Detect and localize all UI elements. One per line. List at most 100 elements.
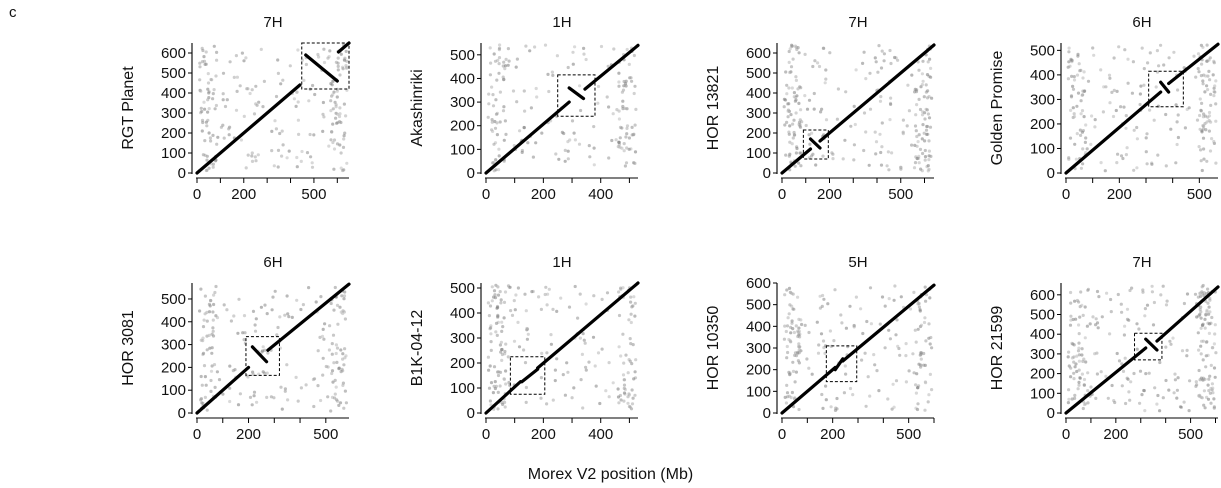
scatter-point xyxy=(316,349,320,353)
scatter-point xyxy=(782,105,786,109)
scatter-point xyxy=(1076,91,1081,95)
scatter-point xyxy=(489,332,493,336)
scatter-point xyxy=(329,82,333,86)
scatter-point xyxy=(318,335,322,339)
scatter-point xyxy=(321,100,325,105)
scatter-point xyxy=(879,95,883,99)
scatter-point xyxy=(894,333,898,337)
synteny-segment xyxy=(780,147,813,175)
scatter-point xyxy=(1071,106,1075,110)
scatter-point xyxy=(203,395,207,399)
scatter-point xyxy=(1201,322,1205,326)
scatter-point xyxy=(1145,162,1149,166)
scatter-point xyxy=(334,116,338,120)
x-tick-label: 0 xyxy=(193,186,201,203)
scatter-point xyxy=(1076,349,1081,353)
scatter-point xyxy=(1201,127,1205,131)
scatter-point xyxy=(824,384,828,388)
scatter-point xyxy=(912,166,917,170)
scatter-point xyxy=(1066,77,1070,81)
scatter-point xyxy=(799,86,803,90)
scatter-point xyxy=(844,326,849,330)
scatter-point xyxy=(551,398,555,402)
scatter-point xyxy=(488,364,492,368)
scatter-point xyxy=(1080,372,1084,376)
scatter-point xyxy=(622,84,626,88)
scatter-point xyxy=(503,349,507,354)
scatter-point xyxy=(797,361,802,365)
scatter-point xyxy=(918,309,922,313)
scatter-point xyxy=(924,128,929,132)
scatter-point xyxy=(889,102,893,106)
scatter-point xyxy=(335,89,339,93)
scatter-point xyxy=(607,361,611,365)
scatter-point xyxy=(287,149,291,153)
y-tick-label: 200 xyxy=(746,362,771,379)
scatter-point xyxy=(1124,153,1128,157)
scatter-point xyxy=(489,348,493,352)
scatter-point xyxy=(1194,380,1198,384)
scatter-point xyxy=(913,328,917,332)
scatter-point xyxy=(333,285,337,290)
scatter-point xyxy=(494,158,498,162)
scatter-point xyxy=(286,398,290,402)
scatter-point xyxy=(1205,43,1209,47)
scatter-point xyxy=(1207,377,1211,381)
scatter-point xyxy=(815,320,819,324)
scatter-point xyxy=(504,342,508,346)
scatter-point xyxy=(333,378,337,382)
scatter-point xyxy=(796,295,800,299)
scatter-point xyxy=(1071,84,1075,88)
scatter-point xyxy=(1158,360,1162,365)
scatter-point xyxy=(330,130,334,134)
scatter-point xyxy=(1140,46,1144,50)
scatter-point xyxy=(874,152,878,156)
scatter-point xyxy=(332,361,336,365)
scatter-point xyxy=(316,384,320,388)
scatter-point xyxy=(294,104,298,108)
scatter-point xyxy=(488,304,493,308)
scatter-point xyxy=(1199,74,1203,78)
scatter-point xyxy=(522,348,526,352)
scatter-point xyxy=(885,164,889,168)
scatter-point xyxy=(252,112,257,116)
scatter-point xyxy=(630,305,634,309)
scatter-point xyxy=(212,88,216,92)
scatter-point xyxy=(526,332,530,336)
scatter-point xyxy=(1082,377,1087,382)
scatter-point xyxy=(1212,342,1216,346)
scatter-point xyxy=(198,65,202,69)
scatter-point xyxy=(260,349,265,353)
scatter-point xyxy=(889,96,893,100)
y-axis-label: HOR 3081 xyxy=(120,310,137,386)
scatter-point xyxy=(344,64,348,68)
scatter-point xyxy=(276,325,280,330)
synteny-segment xyxy=(1159,80,1171,94)
y-tick-label: 300 xyxy=(161,337,186,354)
scatter-point xyxy=(537,295,541,299)
scatter-point xyxy=(337,114,342,119)
scatter-point xyxy=(910,73,914,77)
scatter-point xyxy=(785,92,789,96)
scatter-point xyxy=(783,123,787,127)
scatter-point xyxy=(1078,376,1082,380)
scatter-point xyxy=(207,91,211,95)
scatter-point xyxy=(874,140,879,144)
scatter-point xyxy=(1178,405,1183,409)
scatter-point xyxy=(1173,372,1177,376)
scatter-point xyxy=(279,82,283,86)
y-tick-label: 100 xyxy=(450,380,475,397)
scatter-point xyxy=(1185,348,1189,352)
scatter-point xyxy=(339,370,343,374)
scatter-point xyxy=(557,157,561,161)
scatter-point xyxy=(336,56,340,60)
scatter-point xyxy=(788,47,792,51)
scatter-point xyxy=(202,55,206,59)
scatter-point xyxy=(339,52,343,56)
scatter-point xyxy=(342,102,346,106)
scatter-point xyxy=(928,57,932,61)
scatter-point xyxy=(795,47,799,52)
scatter-point xyxy=(516,286,521,290)
scatter-point xyxy=(1214,79,1218,83)
scatter-point xyxy=(1192,54,1196,58)
